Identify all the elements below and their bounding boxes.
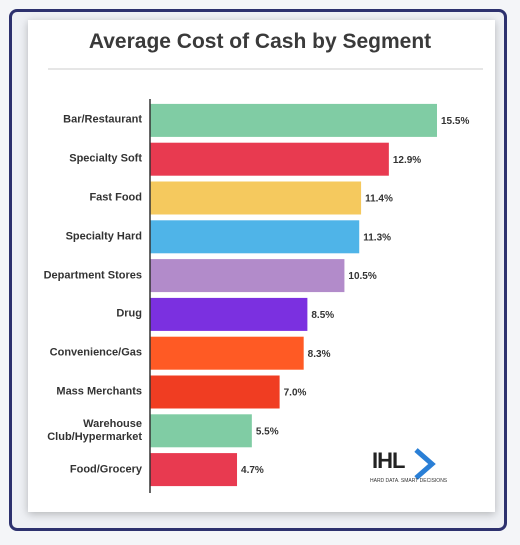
value-label: 10.5%: [348, 271, 376, 282]
category-label: Specialty Soft: [69, 152, 142, 165]
bar: [150, 103, 437, 137]
value-label: 7.0%: [284, 388, 307, 399]
bar: [150, 259, 345, 293]
category-label: Convenience/Gas: [49, 346, 142, 359]
value-label: 4.7%: [241, 465, 264, 476]
logo: IHL HARD DATA. SMART DECISIONS: [370, 444, 456, 488]
logo-arrow: [414, 448, 436, 480]
value-label: 15.5%: [441, 116, 469, 127]
value-label: 8.5%: [311, 310, 334, 321]
bar: [150, 453, 238, 487]
bar: [150, 297, 308, 331]
logo-tagline: HARD DATA. SMART DECISIONS: [370, 478, 448, 484]
value-label: 8.3%: [308, 349, 331, 360]
bar: [150, 181, 362, 215]
title-divider: [48, 68, 483, 70]
category-label: Fast Food: [89, 191, 142, 204]
value-label: 11.3%: [363, 232, 391, 243]
category-label: Bar/Restaurant: [63, 113, 142, 126]
category-label: Department Stores: [43, 269, 142, 282]
chart-title: Average Cost of Cash by Segment: [88, 30, 432, 53]
bar: [150, 414, 252, 448]
bar: [150, 375, 280, 409]
bar: [150, 336, 304, 370]
category-label: Specialty Hard: [65, 230, 142, 243]
category-label: Drug: [116, 307, 142, 320]
logo-name: IHL: [372, 448, 405, 473]
value-label: 11.4%: [365, 194, 393, 205]
category-label: Warehouse Club/Hypermarket: [47, 417, 142, 443]
value-label: 12.9%: [393, 155, 421, 166]
category-label: Food/Grocery: [69, 463, 142, 476]
value-label: 5.5%: [256, 426, 279, 437]
category-label: Mass Merchants: [56, 385, 142, 398]
bar: [150, 220, 360, 254]
bar: [150, 142, 389, 176]
